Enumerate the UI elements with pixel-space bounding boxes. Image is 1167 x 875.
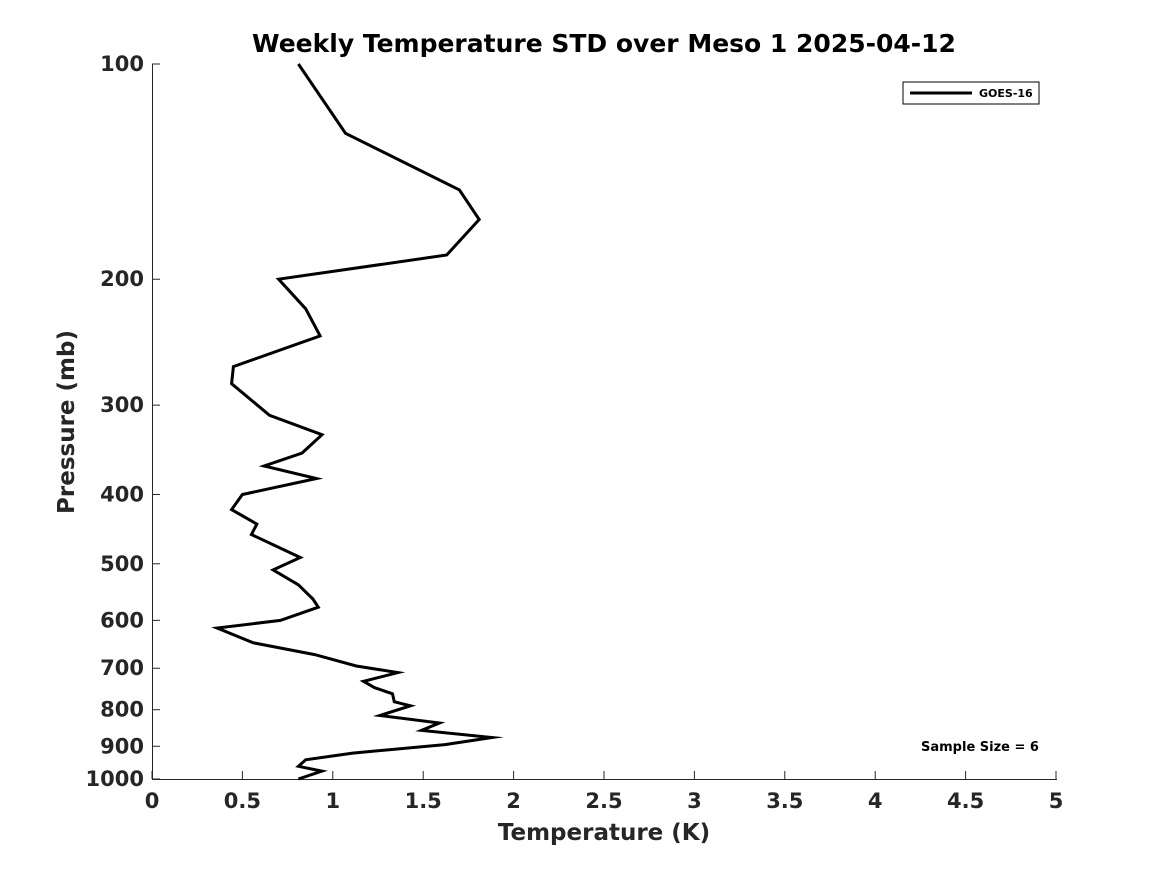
series-line-goes16 [211,63,504,781]
plot-axes [152,64,1057,780]
y-ticks: 100 200 300 400 500 600 700 800 900 1000 [86,52,160,791]
y-tick-label: 200 [100,267,144,291]
y-tick-label: 800 [100,698,144,722]
x-tick-label: 2 [506,789,521,813]
x-tick-label: 5 [1049,789,1064,813]
chart-title: Weekly Temperature STD over Meso 1 2025-… [252,29,956,58]
x-tick-label: 4 [868,789,883,813]
series-layer [211,63,504,781]
y-tick-label: 100 [100,52,144,76]
y-tick-label: 600 [100,608,144,632]
x-ticks: 0 0.5 1 1.5 2 2.5 3 3.5 4 4.5 5 [145,771,1064,813]
x-tick-label: 0.5 [224,789,261,813]
x-tick-label: 0 [145,789,160,813]
x-axis-label: Temperature (K) [498,820,710,846]
x-tick-label: 1 [325,789,340,813]
legend-label-goes16: GOES-16 [979,87,1033,100]
y-axis-label: Pressure (mb) [54,330,80,514]
x-tick-label: 4.5 [947,789,984,813]
x-tick-label: 3.5 [766,789,803,813]
y-tick-label: 1000 [86,767,144,791]
y-tick-label: 500 [100,552,144,576]
y-tick-label: 300 [100,393,144,417]
x-tick-label: 3 [687,789,702,813]
y-tick-label: 400 [100,482,144,506]
y-tick-label: 700 [100,656,144,680]
x-tick-label: 2.5 [585,789,622,813]
legend: GOES-16 [902,81,1040,105]
x-tick-label: 1.5 [405,789,442,813]
y-tick-label: 900 [100,734,144,758]
sample-size-annotation: Sample Size = 6 [921,740,1039,755]
